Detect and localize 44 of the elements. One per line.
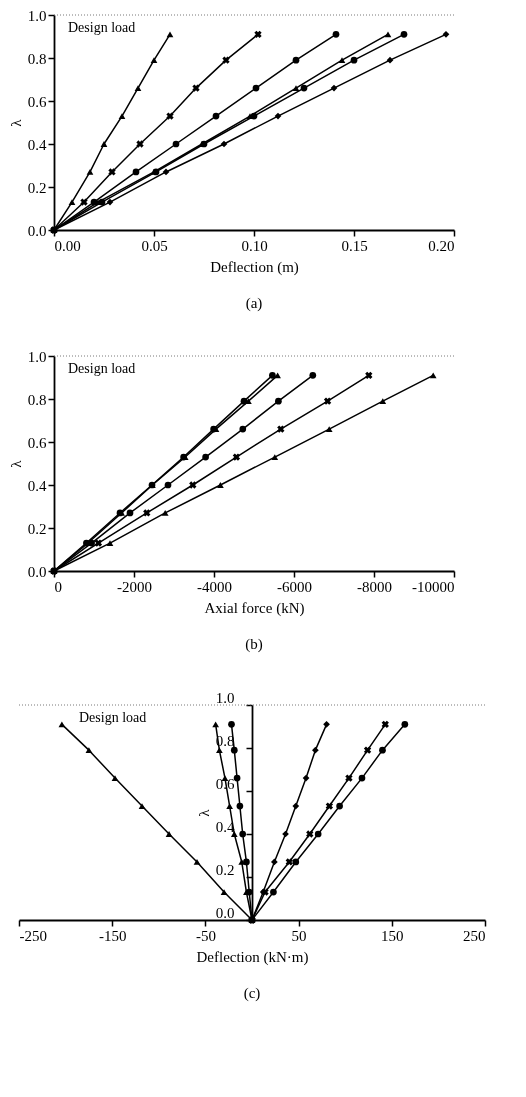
x-tick-label: -6000 (277, 578, 312, 595)
x-tick-label: 0.15 (341, 237, 368, 254)
x-tick-label: 0.05 (141, 237, 168, 254)
y-tick-label: 0.6 (27, 434, 47, 451)
x-tick-label: -10000 (412, 578, 455, 595)
y-axis-title: λ (7, 118, 24, 127)
ref-line-label: Design load (79, 710, 147, 725)
y-tick-label: 1.0 (27, 348, 47, 365)
x-tick-label: 0.10 (241, 237, 268, 254)
x-axis-title: Deflection (m) (210, 258, 299, 276)
x-tick-label: -2000 (117, 578, 152, 595)
y-tick-label: 0.8 (27, 50, 47, 67)
y-tick-label: 1.0 (215, 689, 235, 706)
text: (a) (245, 295, 263, 312)
y-axis-title: λ (195, 808, 212, 817)
x-tick-label: 50 (291, 927, 307, 944)
x-tick-label: 0 (54, 578, 62, 595)
x-tick-label: -50 (195, 927, 216, 944)
y-tick-label: 0.2 (27, 179, 47, 196)
y-tick-label: 0.4 (27, 477, 47, 494)
x-tick-label: -250 (19, 927, 47, 944)
ref-line-label: Design load (68, 20, 136, 35)
x-axis-title: Deflection (kN·m) (196, 948, 309, 966)
x-tick-label: 150 (381, 927, 404, 944)
x-tick-label: -8000 (357, 578, 392, 595)
y-tick-label: 0.6 (27, 93, 47, 110)
x-tick-label: -150 (98, 927, 127, 944)
x-tick-label: 0.00 (54, 237, 81, 254)
y-axis-title: λ (7, 459, 24, 468)
x-tick-label: -4000 (197, 578, 232, 595)
y-tick-label: 0.0 (215, 904, 235, 921)
y-tick-label: 0.8 (27, 391, 47, 408)
y-tick-label: 0.2 (215, 861, 235, 878)
y-tick-label: 0.0 (27, 563, 47, 580)
y-tick-label: 1.0 (27, 7, 47, 24)
x-tick-label: 250 (463, 927, 486, 944)
y-tick-label: 0.4 (27, 136, 47, 153)
x-axis-title: Axial force (kN) (204, 599, 305, 617)
y-tick-label: 0.2 (27, 520, 47, 537)
x-tick-label: 0.20 (428, 237, 455, 254)
text: (b) (245, 636, 263, 653)
text: (c) (243, 985, 261, 1002)
y-tick-label: 0.0 (27, 222, 47, 239)
ref-line-label: Design load (68, 361, 136, 376)
